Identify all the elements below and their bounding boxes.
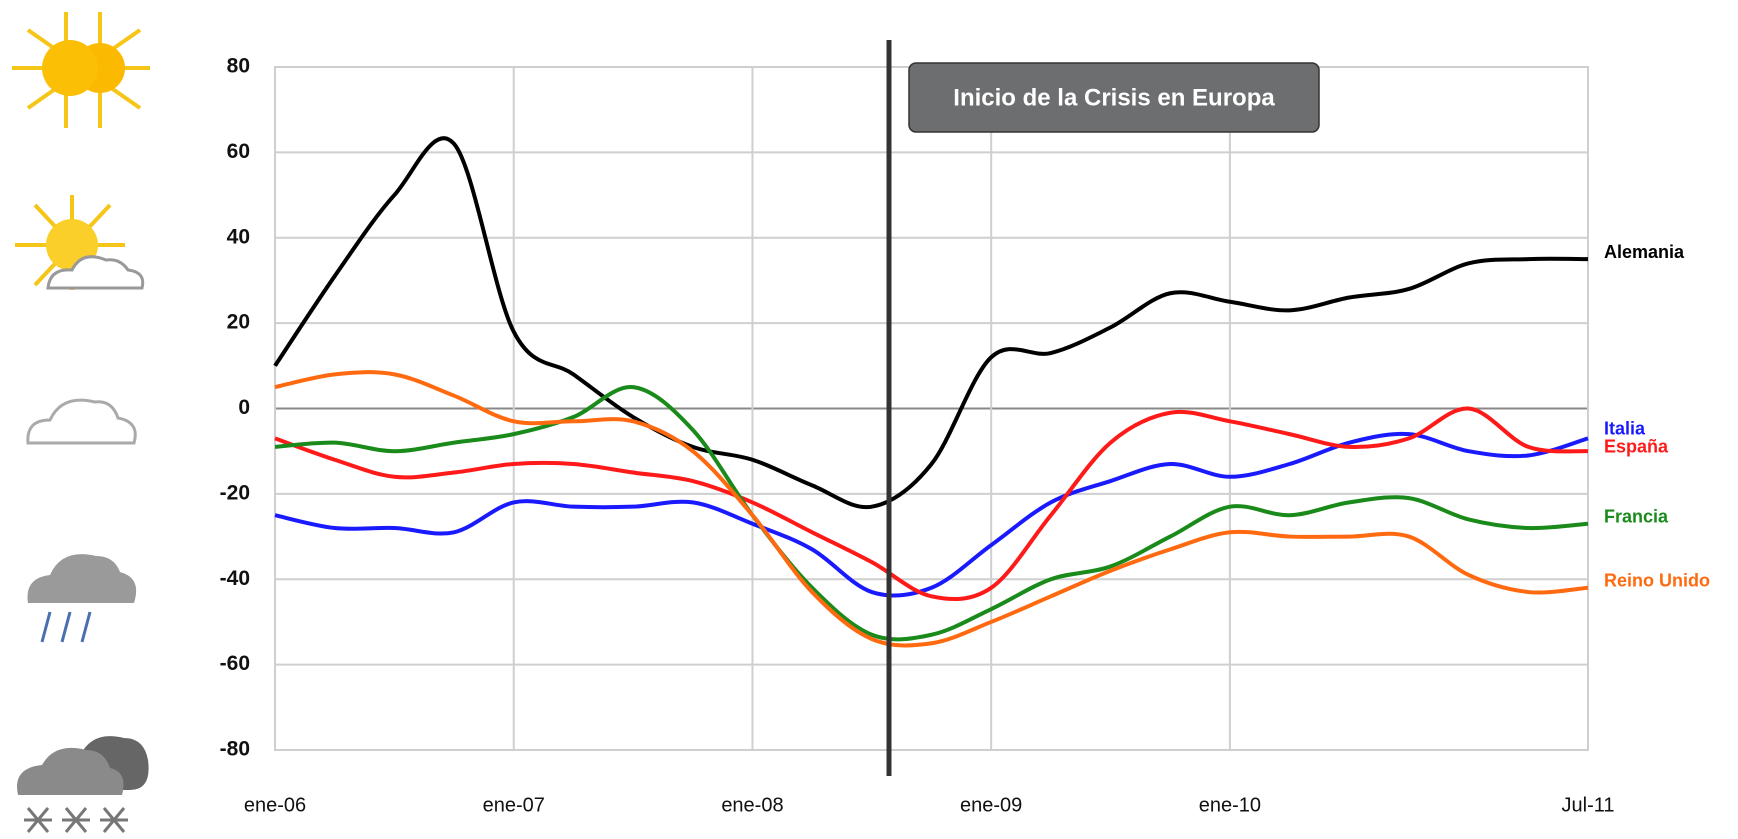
x-tick-label: ene-08 bbox=[721, 794, 783, 816]
lines bbox=[273, 136, 1589, 648]
y-tick-label: -40 bbox=[220, 567, 250, 590]
series-label: Francia bbox=[1604, 507, 1669, 527]
series-label: Reino Unido bbox=[1604, 571, 1710, 591]
series-label: Alemania bbox=[1604, 242, 1685, 262]
x-tick-label: ene-07 bbox=[483, 794, 545, 816]
x-tick-label: Jul-11 bbox=[1562, 794, 1615, 816]
y-tick-label: 60 bbox=[227, 140, 250, 163]
y-tick-label: 80 bbox=[227, 55, 250, 78]
y-tick-label: 0 bbox=[238, 396, 250, 419]
annotation-box bbox=[908, 62, 1320, 133]
series-line bbox=[274, 370, 1589, 648]
weather-icons bbox=[12, 12, 150, 833]
y-tick-label: 40 bbox=[227, 225, 250, 248]
y-tick-label: -60 bbox=[220, 652, 250, 675]
y-tick-label: 20 bbox=[227, 311, 250, 334]
grid bbox=[274, 66, 1589, 751]
series-line bbox=[274, 385, 1589, 642]
series-label: Italia bbox=[1604, 419, 1646, 439]
labels: -80 -60 -40 -20 0 20 40 60 80 ene-06 ene-07 ene-08 e… bbox=[220, 40, 1710, 816]
annotation: Inicio de la Crisis en Europa bbox=[953, 84, 1275, 111]
series-line bbox=[274, 431, 1589, 598]
y-tick-label: -80 bbox=[220, 738, 250, 761]
y-tick-label: -20 bbox=[220, 481, 250, 504]
x-tick-label: ene-09 bbox=[960, 794, 1022, 816]
x-tick-label: ene-06 bbox=[244, 794, 306, 816]
x-tick-label: ene-10 bbox=[1199, 794, 1261, 816]
series-line bbox=[274, 406, 1589, 602]
series-label: España bbox=[1604, 437, 1669, 457]
